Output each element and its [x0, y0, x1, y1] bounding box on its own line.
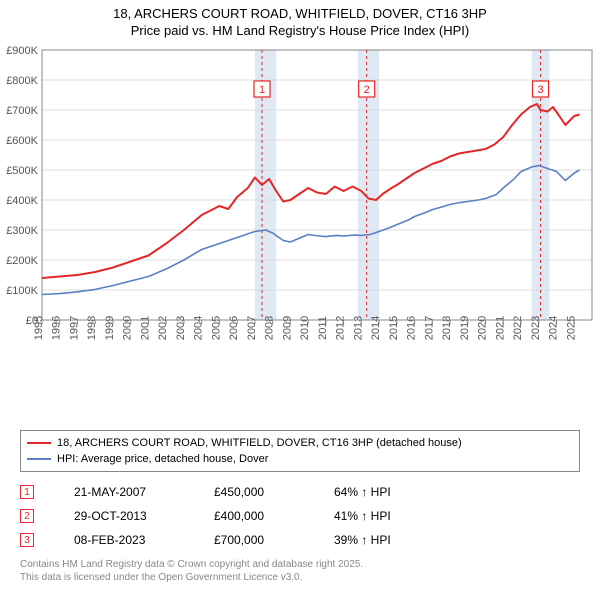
sale-date: 08-FEB-2023	[74, 533, 214, 547]
svg-text:2001: 2001	[139, 316, 151, 340]
svg-text:2002: 2002	[157, 316, 169, 340]
sale-marker: 3	[20, 533, 34, 547]
chart-plot: £0£100K£200K£300K£400K£500K£600K£700K£80…	[0, 42, 600, 392]
footer-line-1: Contains HM Land Registry data © Crown c…	[20, 558, 363, 571]
svg-text:2010: 2010	[299, 316, 311, 340]
svg-text:£400K: £400K	[6, 195, 38, 207]
svg-text:2017: 2017	[423, 316, 435, 340]
svg-text:1997: 1997	[68, 316, 80, 340]
svg-text:2020: 2020	[477, 316, 489, 340]
svg-text:£500K: £500K	[6, 165, 38, 177]
svg-text:2015: 2015	[388, 316, 400, 340]
footer-line-2: This data is licensed under the Open Gov…	[20, 571, 363, 584]
sale-date: 29-OCT-2013	[74, 509, 214, 523]
svg-text:2: 2	[364, 84, 370, 96]
svg-text:£200K: £200K	[6, 255, 38, 267]
svg-text:1995: 1995	[33, 316, 45, 340]
svg-text:2018: 2018	[441, 316, 453, 340]
footer-attribution: Contains HM Land Registry data © Crown c…	[20, 558, 363, 584]
title-line-2: Price paid vs. HM Land Registry's House …	[0, 23, 600, 40]
svg-text:1999: 1999	[104, 316, 116, 340]
legend: 18, ARCHERS COURT ROAD, WHITFIELD, DOVER…	[20, 430, 580, 472]
legend-label: HPI: Average price, detached house, Dove…	[57, 453, 268, 465]
svg-text:2012: 2012	[335, 316, 347, 340]
svg-text:2021: 2021	[494, 316, 506, 340]
sale-price: £450,000	[214, 485, 334, 499]
svg-text:1998: 1998	[86, 316, 98, 340]
sale-delta: 39% ↑ HPI	[334, 533, 391, 547]
title-line-1: 18, ARCHERS COURT ROAD, WHITFIELD, DOVER…	[0, 6, 600, 23]
svg-text:2016: 2016	[406, 316, 418, 340]
sale-row: 1 21-MAY-2007£450,00064% ↑ HPI	[20, 480, 580, 504]
svg-text:2013: 2013	[352, 316, 364, 340]
svg-text:2005: 2005	[210, 316, 222, 340]
legend-swatch	[27, 458, 51, 460]
sales-table: 1 21-MAY-2007£450,00064% ↑ HPI 2 29-OCT-201…	[20, 480, 580, 552]
svg-text:2004: 2004	[193, 316, 205, 340]
svg-text:2014: 2014	[370, 316, 382, 340]
chart-title: 18, ARCHERS COURT ROAD, WHITFIELD, DOVER…	[0, 0, 600, 40]
svg-text:2024: 2024	[548, 316, 560, 340]
svg-text:2008: 2008	[264, 316, 276, 340]
svg-text:2003: 2003	[175, 316, 187, 340]
sale-row: 2 29-OCT-2013£400,00041% ↑ HPI	[20, 504, 580, 528]
svg-text:1: 1	[259, 84, 265, 96]
svg-text:£600K: £600K	[6, 135, 38, 147]
svg-text:2000: 2000	[122, 316, 134, 340]
chart-svg: £0£100K£200K£300K£400K£500K£600K£700K£80…	[0, 42, 600, 392]
sale-delta: 64% ↑ HPI	[334, 485, 391, 499]
svg-text:2007: 2007	[246, 316, 258, 340]
svg-text:£700K: £700K	[6, 105, 38, 117]
sale-delta: 41% ↑ HPI	[334, 509, 391, 523]
legend-label: 18, ARCHERS COURT ROAD, WHITFIELD, DOVER…	[57, 437, 462, 449]
legend-item: 18, ARCHERS COURT ROAD, WHITFIELD, DOVER…	[27, 435, 573, 451]
svg-text:3: 3	[537, 84, 543, 96]
legend-item: HPI: Average price, detached house, Dove…	[27, 451, 573, 467]
sale-date: 21-MAY-2007	[74, 485, 214, 499]
sale-price: £700,000	[214, 533, 334, 547]
svg-text:£900K: £900K	[6, 45, 38, 57]
svg-text:2006: 2006	[228, 316, 240, 340]
svg-text:2025: 2025	[565, 316, 577, 340]
sale-marker: 1	[20, 485, 34, 499]
svg-text:£300K: £300K	[6, 225, 38, 237]
svg-text:1996: 1996	[51, 316, 63, 340]
sale-marker: 2	[20, 509, 34, 523]
svg-text:2022: 2022	[512, 316, 524, 340]
svg-text:£100K: £100K	[6, 285, 38, 297]
sale-row: 3 08-FEB-2023£700,00039% ↑ HPI	[20, 528, 580, 552]
svg-text:2009: 2009	[281, 316, 293, 340]
svg-text:£800K: £800K	[6, 75, 38, 87]
sale-price: £400,000	[214, 509, 334, 523]
legend-swatch	[27, 442, 51, 444]
chart-container: 18, ARCHERS COURT ROAD, WHITFIELD, DOVER…	[0, 0, 600, 590]
svg-text:2019: 2019	[459, 316, 471, 340]
svg-text:2023: 2023	[530, 316, 542, 340]
